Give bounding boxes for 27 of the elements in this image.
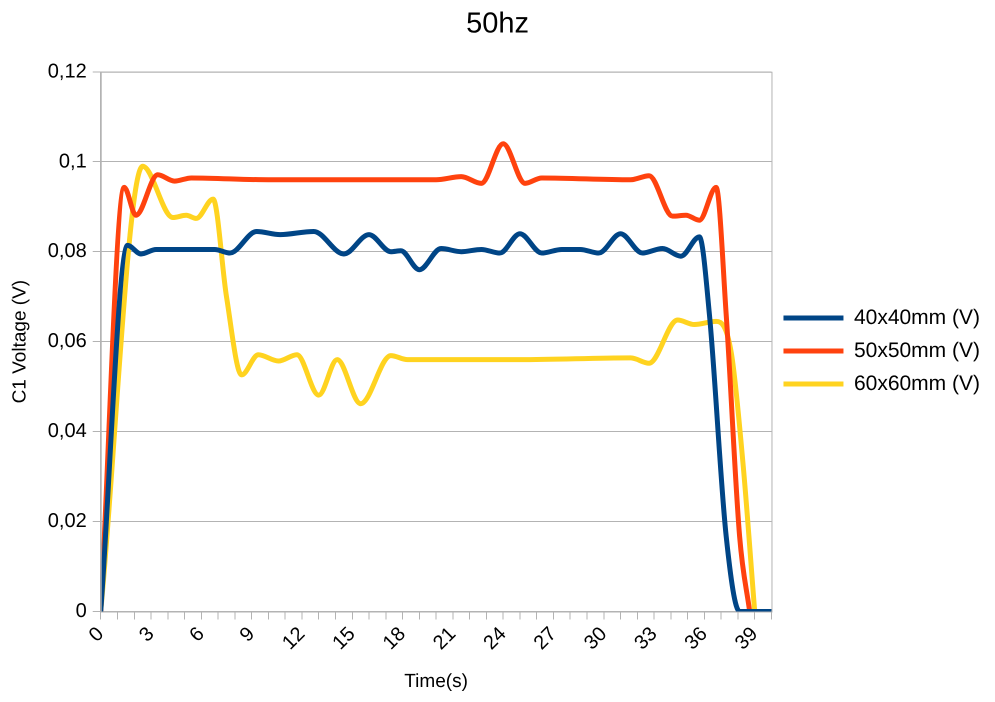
y-tick-label: 0,1 <box>58 150 87 172</box>
legend-label: 40x40mm (V) <box>854 306 980 329</box>
chart-title: 50hz <box>466 7 529 40</box>
x-tick-label: 9 <box>236 622 260 646</box>
x-axis-title: Time(s) <box>404 670 468 692</box>
y-tick-label: 0 <box>76 600 87 622</box>
x-tick-label: 33 <box>630 622 662 654</box>
x-tick-label: 27 <box>530 622 561 654</box>
x-tick-label: 12 <box>278 622 310 654</box>
x-tick-label: 24 <box>479 622 511 654</box>
y-tick-label: 0,08 <box>48 240 87 262</box>
y-tick-label: 0,02 <box>48 510 87 532</box>
legend-label: 50x50mm (V) <box>854 338 980 362</box>
x-tick-label: 15 <box>328 622 360 654</box>
y-tick-label: 0,06 <box>48 330 87 352</box>
y-tick-label: 0,12 <box>48 60 87 82</box>
legend-label: 60x60mm (V) <box>854 372 980 395</box>
x-tick-label: 39 <box>730 622 762 654</box>
y-axis-title: C1 Voltage (V) <box>10 280 31 404</box>
x-tick-label: 36 <box>680 622 712 654</box>
y-tick-label: 0,04 <box>48 420 87 442</box>
x-tick-label: 0 <box>84 622 108 646</box>
x-tick-label: 21 <box>429 622 460 654</box>
x-tick-label: 6 <box>185 622 209 646</box>
x-tick-label: 30 <box>580 622 612 654</box>
x-tick-label: 3 <box>135 622 158 646</box>
x-tick-label: 18 <box>378 622 410 654</box>
